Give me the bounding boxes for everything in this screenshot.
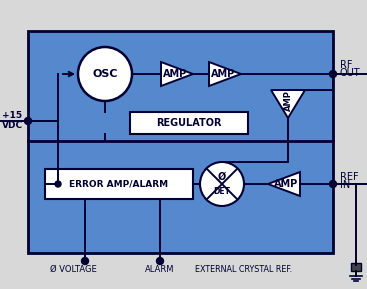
Polygon shape: [268, 172, 300, 196]
Text: AMP: AMP: [163, 69, 187, 79]
Text: RF: RF: [340, 60, 352, 70]
Text: AMP: AMP: [283, 90, 292, 111]
Bar: [351, 263, 361, 271]
Polygon shape: [161, 62, 193, 86]
Polygon shape: [271, 90, 305, 118]
Polygon shape: [209, 62, 241, 86]
Text: REGULATOR: REGULATOR: [156, 118, 222, 128]
Text: REF: REF: [340, 172, 359, 182]
Text: OUT: OUT: [340, 68, 361, 78]
Circle shape: [25, 118, 32, 125]
Circle shape: [55, 181, 61, 187]
Circle shape: [200, 162, 244, 206]
Text: ALARM: ALARM: [145, 264, 175, 273]
Circle shape: [156, 257, 164, 264]
Circle shape: [330, 181, 337, 188]
Bar: [28, 31, 333, 253]
Text: Ø: Ø: [218, 172, 226, 182]
Text: OSC: OSC: [92, 69, 118, 79]
Text: IN: IN: [340, 180, 350, 190]
Text: DET: DET: [214, 188, 230, 197]
Text: ERROR AMP/ALARM: ERROR AMP/ALARM: [69, 179, 168, 188]
Text: EXTERNAL CRYSTAL REF.: EXTERNAL CRYSTAL REF.: [195, 264, 292, 273]
Circle shape: [330, 71, 337, 77]
Circle shape: [78, 47, 132, 101]
Text: Ø VOLTAGE: Ø VOLTAGE: [50, 264, 97, 273]
Text: AMP: AMP: [274, 179, 298, 189]
Text: VDC: VDC: [2, 121, 23, 131]
Circle shape: [81, 257, 88, 264]
Text: +15: +15: [2, 112, 22, 121]
Bar: [130, 112, 248, 134]
Bar: [45, 169, 193, 199]
Text: AMP: AMP: [211, 69, 235, 79]
